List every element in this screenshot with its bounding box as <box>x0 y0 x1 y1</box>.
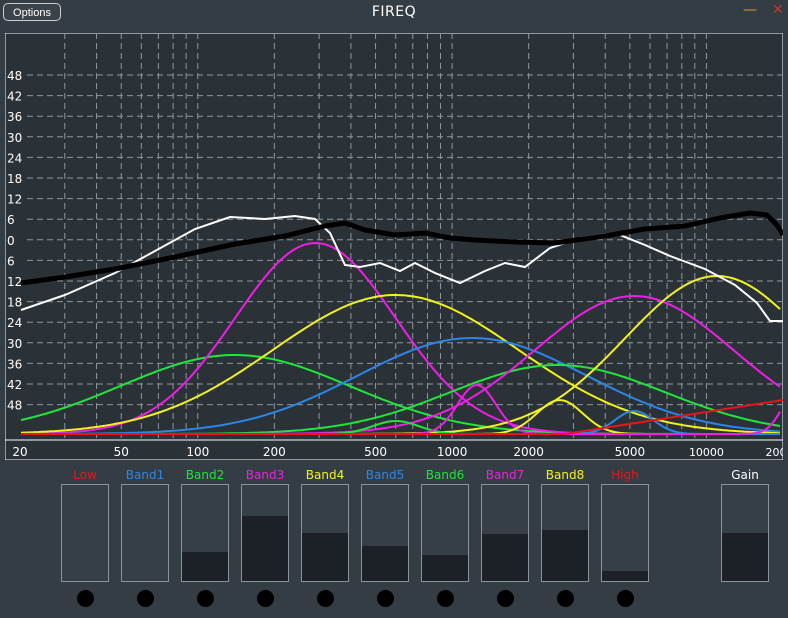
x-tick-label: 10000 <box>689 446 724 459</box>
low-label: Low <box>73 468 97 482</box>
band7-slider-fill <box>482 533 528 581</box>
gain-slider[interactable] <box>721 484 769 582</box>
x-axis-labels: 20 50 100 200 500 1000 2000 5000 10000 20000 <box>12 445 783 459</box>
band5-knob[interactable] <box>377 590 394 607</box>
band6-knob[interactable] <box>437 590 454 607</box>
y-tick-label: 24 <box>7 151 22 165</box>
band4-knob[interactable] <box>317 590 334 607</box>
high-slider[interactable] <box>601 484 649 582</box>
band4-label: Band4 <box>305 468 345 482</box>
y-tick-label: 42 <box>7 378 22 392</box>
band2-knob[interactable] <box>197 590 214 607</box>
band2-label: Band2 <box>185 468 225 482</box>
close-icon[interactable]: ✕ <box>772 2 784 18</box>
band1-knob[interactable] <box>137 590 154 607</box>
minimize-icon[interactable]: — <box>743 2 757 18</box>
band3-label: Band3 <box>245 468 285 482</box>
y-tick-label: 48 <box>7 69 22 83</box>
band5-slider[interactable] <box>361 484 409 582</box>
x-tick-label: 200 <box>263 445 286 459</box>
y-tick-label: 30 <box>7 337 22 351</box>
y-tick-label: 30 <box>7 131 22 145</box>
band8-slider[interactable] <box>541 484 589 582</box>
graph-background <box>5 33 783 460</box>
y-tick-label: 0 <box>7 234 15 248</box>
band4-slider-fill <box>302 533 348 581</box>
band3-knob[interactable] <box>257 590 274 607</box>
band3-slider-fill <box>242 515 288 581</box>
band8-knob[interactable] <box>557 590 574 607</box>
band7-slider[interactable] <box>481 484 529 582</box>
band5-curve <box>21 337 781 435</box>
band6-slider-fill <box>422 555 468 581</box>
x-tick-label: 50 <box>114 445 129 459</box>
y-tick-label: 36 <box>7 110 22 124</box>
y-tick-label: 6 <box>7 254 15 268</box>
band5-slider-fill <box>362 546 408 581</box>
band5-label: Band5 <box>365 468 405 482</box>
output-spectrum-curve <box>20 210 783 286</box>
x-tick-label: 500 <box>364 445 387 459</box>
y-tick-label: 42 <box>7 90 22 104</box>
band2-slider-fill <box>182 552 228 581</box>
x-tick-label: 5000 <box>615 445 646 459</box>
band3-slider[interactable] <box>241 484 289 582</box>
band6-label: Band6 <box>425 468 465 482</box>
band7-knob[interactable] <box>497 590 514 607</box>
y-tick-label: 6 <box>7 213 15 227</box>
y-tick-label: 36 <box>7 357 22 371</box>
input-spectrum-curve <box>20 214 783 322</box>
x-tick-label: 1000 <box>437 445 468 459</box>
band2-slider[interactable] <box>181 484 229 582</box>
gain-label: Gain <box>731 468 759 482</box>
x-tick-label: 20000 <box>766 446 784 459</box>
y-tick-label: 24 <box>7 316 22 330</box>
low-knob[interactable] <box>77 590 94 607</box>
x-tick-label: 2000 <box>513 445 544 459</box>
band8-label: Band8 <box>545 468 585 482</box>
band4-curve <box>20 294 781 434</box>
band1-slider[interactable] <box>121 484 169 582</box>
x-tick-label: 100 <box>186 445 209 459</box>
y-tick-label: 18 <box>7 172 22 186</box>
y-tick-label: 12 <box>7 193 22 207</box>
app-title: FIREQ <box>371 4 417 20</box>
high-knob[interactable] <box>617 590 634 607</box>
title-bar: Options FIREQ — ✕ <box>0 0 788 26</box>
gain-slider-fill <box>722 533 768 581</box>
low-slider[interactable] <box>61 484 109 582</box>
high-slider-fill <box>602 571 648 581</box>
band6-slider[interactable] <box>421 484 469 582</box>
band8-slider-fill <box>542 530 588 581</box>
y-tick-label: 18 <box>7 296 22 310</box>
high-label: High <box>611 468 639 482</box>
y-axis-labels: 48 42 36 30 24 18 12 6 0 6 12 18 24 30 36 42 48 <box>7 69 22 413</box>
band4-slider[interactable] <box>301 484 349 582</box>
band-curves <box>20 241 783 435</box>
y-tick-label: 12 <box>7 275 22 289</box>
x-tick-label: 20 <box>12 445 27 459</box>
options-button[interactable]: Options <box>3 3 61 21</box>
y-tick-label: 48 <box>7 399 22 413</box>
band7-label: Band7 <box>485 468 525 482</box>
low-high-curve <box>21 399 783 435</box>
band1-label: Band1 <box>125 468 165 482</box>
